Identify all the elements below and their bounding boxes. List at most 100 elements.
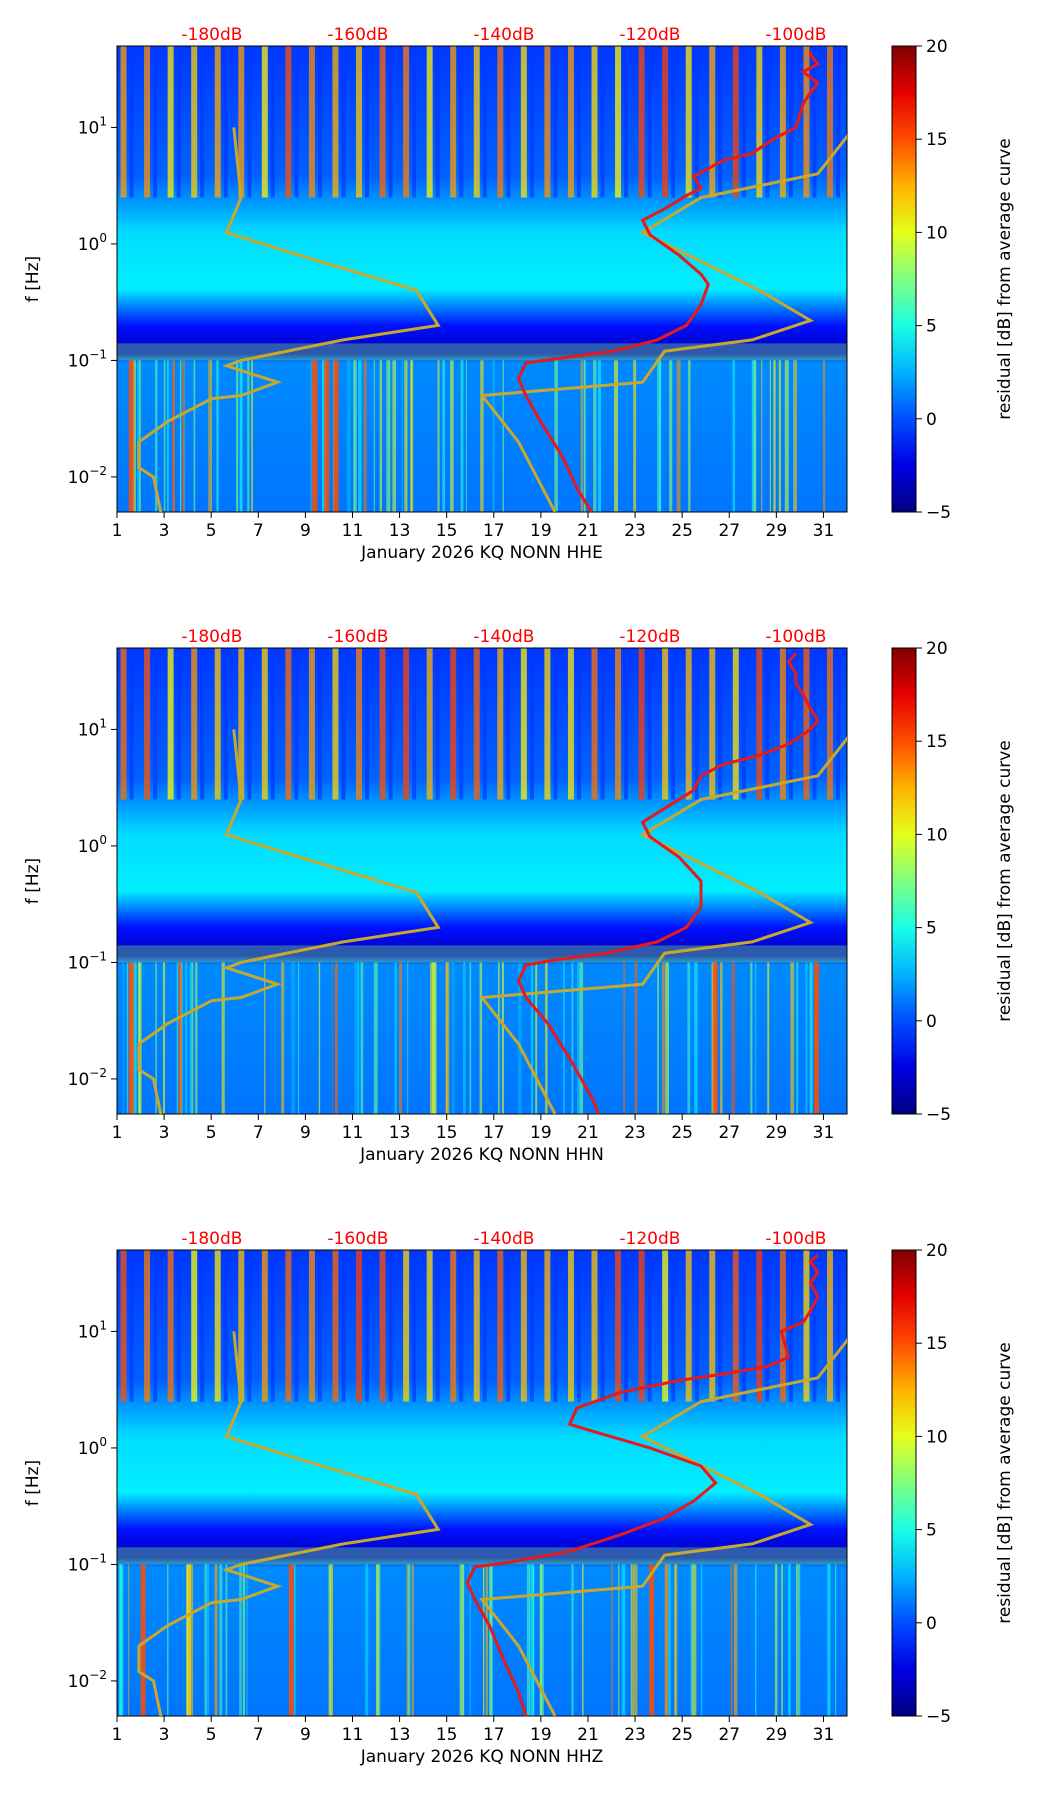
y-axis-label: f [Hz] — [23, 1460, 43, 1506]
colorbar-tick-label: 15 — [926, 1334, 948, 1354]
colorbar-gradient — [891, 647, 917, 1115]
x-tick-label: 31 — [813, 1725, 835, 1745]
y-tick-label: 10−2 — [68, 1066, 107, 1090]
colorbar-tick-label: 15 — [926, 130, 948, 150]
x-tick-label: 5 — [206, 521, 217, 541]
x-tick-label: 27 — [718, 1123, 740, 1143]
db-tick-label: -100dB — [765, 25, 826, 45]
x-tick-label: 27 — [718, 1725, 740, 1745]
colorbar-tick-label: 10 — [926, 1427, 948, 1447]
x-tick-label: 23 — [624, 1123, 646, 1143]
db-tick-label: -160dB — [327, 627, 388, 647]
y-axis-label: f [Hz] — [23, 858, 43, 904]
y-tick-label: 10−1 — [68, 347, 107, 371]
x-tick-label: 15 — [436, 1725, 458, 1745]
x-axis-label: January 2026 KQ NONN HHE — [360, 543, 603, 563]
x-tick-label: 1 — [112, 521, 123, 541]
y-tick-label: 101 — [78, 716, 107, 740]
x-tick-label: 1 — [112, 1725, 123, 1745]
db-tick-label: -120dB — [619, 1229, 680, 1249]
x-tick-label: 7 — [253, 521, 264, 541]
colorbar-tick-label: 20 — [926, 639, 948, 659]
colorbar-tick-label: 20 — [926, 37, 948, 57]
db-tick-label: -180dB — [181, 627, 242, 647]
x-tick-label: 9 — [300, 1123, 311, 1143]
colorbar-gradient — [891, 45, 917, 513]
x-tick-label: 17 — [483, 1725, 505, 1745]
colorbar-tick-label: 0 — [926, 1614, 937, 1634]
x-tick-label: 27 — [718, 521, 740, 541]
high-noise-model-line — [479, 134, 847, 512]
x-tick-label: 23 — [624, 1725, 646, 1745]
x-tick-label: 19 — [530, 1123, 552, 1143]
colorbar-tick-label: −5 — [926, 1105, 951, 1125]
y-tick-label: 10−1 — [68, 949, 107, 973]
x-tick-label: 11 — [342, 521, 364, 541]
x-tick-label: 31 — [813, 1123, 835, 1143]
high-noise-model-line — [479, 1338, 847, 1716]
x-tick-label: 19 — [530, 521, 552, 541]
x-axis-label: January 2026 KQ NONN HHZ — [360, 1747, 604, 1767]
low-noise-model-line — [137, 729, 441, 1114]
colorbar: 20 15 10 5 0 −5 residual [dB] from average cur… — [891, 37, 1015, 523]
x-tick-label: 23 — [624, 521, 646, 541]
colorbar-tick-label: 10 — [926, 223, 948, 243]
plot-frame — [116, 1249, 848, 1717]
db-tick-label: -120dB — [619, 25, 680, 45]
colorbar: 20 15 10 5 0 −5 residual [dB] from average cur… — [891, 1241, 1015, 1727]
y-tick-label: 100 — [78, 1435, 107, 1459]
x-tick-label: 7 — [253, 1123, 264, 1143]
colorbar-label: residual [dB] from average curve — [995, 740, 1015, 1021]
x-tick-label: 17 — [483, 1123, 505, 1143]
x-tick-label: 25 — [671, 1725, 693, 1745]
colorbar-gradient — [891, 1249, 917, 1717]
db-tick-label: -140dB — [473, 1229, 534, 1249]
low-noise-model-line — [137, 127, 441, 512]
db-tick-label: -100dB — [765, 627, 826, 647]
x-tick-label: 15 — [436, 1123, 458, 1143]
x-tick-label: 3 — [159, 521, 170, 541]
colorbar-tick-label: 10 — [926, 825, 948, 845]
y-tick-label: 100 — [78, 833, 107, 857]
plot-frame — [116, 647, 848, 1115]
y-tick-label: 10−1 — [68, 1551, 107, 1575]
x-tick-label: 5 — [206, 1725, 217, 1745]
x-tick-label: 25 — [671, 1123, 693, 1143]
x-tick-label: 1 — [112, 1123, 123, 1143]
colorbar-label: residual [dB] from average curve — [995, 1342, 1015, 1623]
y-tick-label: 100 — [78, 231, 107, 255]
colorbar: 20 15 10 5 0 −5 residual [dB] from average cur… — [891, 639, 1015, 1125]
x-tick-label: 9 — [300, 521, 311, 541]
x-tick-label: 13 — [389, 521, 411, 541]
x-tick-label: 19 — [530, 1725, 552, 1745]
x-tick-label: 29 — [766, 521, 788, 541]
db-tick-label: -140dB — [473, 25, 534, 45]
y-tick-label: 101 — [78, 1318, 107, 1342]
y-tick-label: 10−2 — [68, 1668, 107, 1692]
x-tick-label: 7 — [253, 1725, 264, 1745]
median-psd-line — [516, 51, 821, 512]
x-tick-label: 3 — [159, 1725, 170, 1745]
colorbar-tick-label: −5 — [926, 503, 951, 523]
x-tick-label: 13 — [389, 1725, 411, 1745]
spectrogram-texture — [117, 46, 847, 512]
db-tick-label: -180dB — [181, 25, 242, 45]
x-tick-label: 29 — [766, 1123, 788, 1143]
colorbar-tick-label: 0 — [926, 410, 937, 430]
x-tick-label: 21 — [577, 1123, 599, 1143]
x-tick-label: 25 — [671, 521, 693, 541]
db-tick-label: -160dB — [327, 25, 388, 45]
db-tick-label: -120dB — [619, 627, 680, 647]
x-tick-label: 11 — [342, 1123, 364, 1143]
y-axis-label: f [Hz] — [23, 256, 43, 302]
colorbar-tick-label: 5 — [926, 919, 937, 939]
x-tick-label: 29 — [766, 1725, 788, 1745]
plot-frame — [116, 45, 848, 513]
median-psd-line — [465, 1254, 820, 1716]
colorbar-tick-label: 5 — [926, 317, 937, 337]
x-tick-label: 9 — [300, 1725, 311, 1745]
